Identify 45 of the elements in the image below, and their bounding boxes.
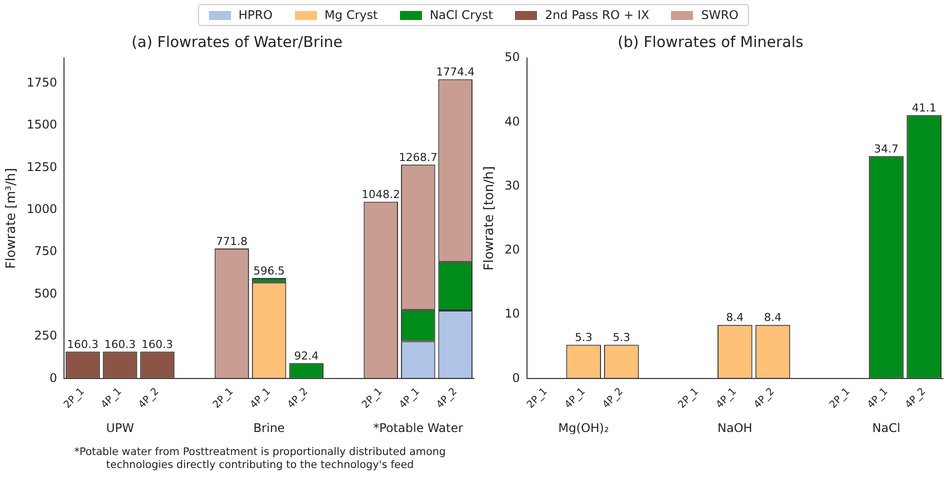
legend-label: 2nd Pass RO + IX: [544, 8, 650, 22]
y-tick-label: 500: [34, 286, 58, 300]
data-label: 8.4: [764, 311, 782, 324]
y-tick-label: 250: [34, 328, 58, 343]
text: Brine: [253, 420, 285, 435]
total-label: 1774.4: [436, 66, 475, 79]
total-label: 596.5: [253, 264, 285, 278]
text: *Potable water from Posttreatment is proportionally distributed among technologies directly contributing to the technology's feed: [73, 446, 447, 472]
y-tick-label: 1250: [26, 160, 58, 174]
legend-label: NaCl Cryst: [430, 8, 493, 22]
data-label: 34.7: [874, 142, 899, 156]
data-label: 41.1: [912, 101, 936, 114]
chart-title: (a) Flowrates of Water/Brine: [132, 32, 342, 51]
y-tick-label: 1000: [26, 202, 58, 216]
data-label: 5.3: [612, 331, 630, 344]
legend-label: Mg Cryst: [324, 8, 378, 22]
text: UPW: [106, 420, 134, 435]
data-label: 5.3: [574, 331, 592, 344]
chart-title: (b) Flowrates of Minerals: [618, 32, 804, 51]
total-label: 771.8: [216, 234, 248, 248]
total-label: 1048.2: [362, 188, 400, 202]
text: Mg(OH)₂: [558, 420, 610, 435]
y-axis-title: Flowrate [m³/h]: [4, 168, 20, 269]
y-tick-label: 30: [504, 178, 520, 192]
legend-label: SWRO: [701, 8, 738, 22]
y-tick-label: 40: [504, 114, 520, 128]
total-label: 160.3: [104, 338, 136, 352]
y-axis-title: Flowrate [ton/h]: [482, 166, 498, 270]
text: *Potable Water: [373, 420, 464, 435]
y-tick-label: 50: [504, 50, 520, 64]
total-label: 1268.7: [398, 150, 438, 164]
y-tick-label: 1750: [26, 75, 58, 90]
y-tick-label: 750: [34, 244, 58, 258]
y-tick-label: 0: [512, 370, 520, 385]
total-label: 160.3: [67, 338, 99, 352]
data-label: 8.4: [726, 311, 744, 324]
legend-label: HPRO: [238, 8, 273, 22]
y-tick-label: 20: [504, 242, 520, 257]
y-tick-label: 0: [50, 370, 58, 385]
text: NaOH: [718, 420, 752, 435]
total-label: 160.3: [142, 338, 174, 352]
text: NaCl: [872, 420, 900, 435]
y-tick-label: 1500: [26, 118, 58, 132]
y-tick-label: 10: [504, 306, 520, 321]
total-label: 92.4: [294, 349, 319, 362]
